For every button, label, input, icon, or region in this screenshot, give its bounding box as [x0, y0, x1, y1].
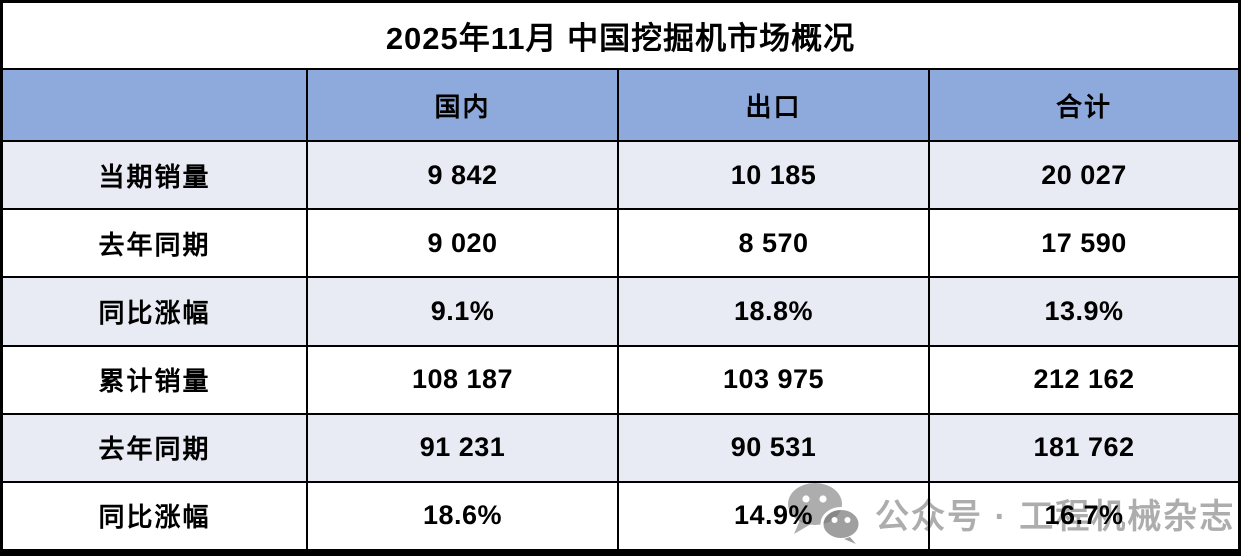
cell-value: 103 975 [617, 346, 928, 413]
table-row: 累计销量 108 187 103 975 212 162 [3, 344, 1238, 413]
cell-value: 10 185 [617, 142, 928, 209]
cell-value: 8 570 [617, 210, 928, 277]
table-row: 去年同期 91 231 90 531 181 762 [3, 412, 1238, 481]
row-label: 同比涨幅 [98, 297, 211, 328]
row-label: 去年同期 [98, 434, 211, 465]
cell-value: 91 231 [306, 414, 617, 481]
row-label: 当期销量 [98, 161, 211, 192]
column-header-domestic: 国内 [306, 70, 617, 140]
cell-value: 18.6% [306, 482, 617, 549]
cell-value: 181 762 [928, 414, 1238, 481]
column-header-total: 合计 [928, 70, 1238, 140]
column-header-export: 出口 [617, 70, 928, 140]
cell-value: 20 027 [928, 142, 1238, 209]
cell-value: 9 020 [306, 210, 617, 277]
row-label: 累计销量 [98, 366, 211, 397]
cell-value: 17 590 [928, 210, 1238, 277]
cell-value: 9.1% [306, 278, 617, 345]
cell-value: 13.9% [928, 278, 1238, 345]
table-row: 去年同期 9 020 8 570 17 590 [3, 208, 1238, 277]
cell-value: 16.7% [928, 482, 1238, 549]
cell-value: 14.9% [617, 482, 928, 549]
table-row: 当期销量 9 842 10 185 20 027 [3, 140, 1238, 209]
column-header-empty [3, 70, 306, 140]
table-row: 同比涨幅 18.6% 14.9% 16.7% [3, 480, 1238, 549]
table-header-row: 国内 出口 合计 [3, 68, 1238, 140]
table-row: 同比涨幅 9.1% 18.8% 13.9% [3, 276, 1238, 345]
cell-value: 108 187 [306, 346, 617, 413]
cell-value: 18.8% [617, 278, 928, 345]
cell-value: 90 531 [617, 414, 928, 481]
row-label: 去年同期 [98, 229, 211, 260]
cell-value: 9 842 [306, 142, 617, 209]
row-label: 同比涨幅 [98, 502, 211, 533]
cell-value: 212 162 [928, 346, 1238, 413]
table-title: 2025年11月 中国挖掘机市场概况 [3, 3, 1238, 68]
